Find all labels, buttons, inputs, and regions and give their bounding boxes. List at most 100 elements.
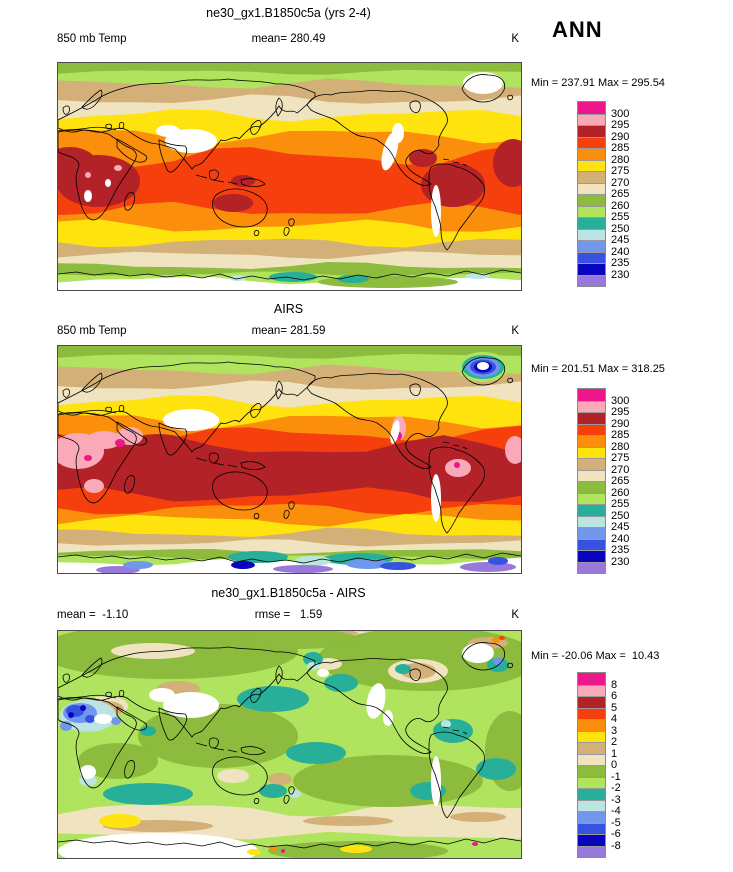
coastline <box>507 94 514 101</box>
colorbar-swatch-orange <box>578 435 605 447</box>
colorbar-tick-label: 2 <box>611 736 618 748</box>
colorbar-swatch-royal-blue <box>578 251 605 263</box>
world-map-contours <box>58 631 521 858</box>
colorbar-tick-label: 1 <box>611 747 618 760</box>
coastline <box>81 89 103 110</box>
coastline <box>208 737 219 749</box>
coastline <box>428 446 485 534</box>
coastline <box>105 121 125 130</box>
coastline <box>253 512 260 520</box>
colorbar-tick-label: 290 <box>611 130 630 143</box>
colorbar-swatch-red-orange <box>578 423 605 435</box>
mean-stat: mean= 281.59 <box>251 325 326 337</box>
world-map-contours <box>58 346 521 573</box>
colorbar-tick-label: 265 <box>611 188 630 200</box>
colorbar-swatch-tan <box>578 171 605 183</box>
colorbar-swatch-cream <box>578 469 605 481</box>
coastline <box>58 409 117 415</box>
colorbar-swatch-cornflower-blue <box>578 527 605 539</box>
colorbar-tick-label: 250 <box>611 222 630 235</box>
coastline <box>507 662 514 669</box>
colorbar-swatch-cream <box>578 753 605 765</box>
coastline <box>442 726 468 735</box>
colorbar-tick-label: 260 <box>611 486 630 499</box>
coastline <box>306 90 448 186</box>
colorbar-tick-label: 240 <box>611 245 630 258</box>
coastline <box>116 421 148 446</box>
colorbar-swatch-pink <box>578 113 605 125</box>
coastline <box>275 665 283 685</box>
coastline <box>62 105 70 115</box>
coastline <box>58 126 117 132</box>
colorbar-tick-label: 275 <box>611 165 630 177</box>
colorbar-swatch-light-green <box>578 776 605 788</box>
colorbar-swatch-red-orange <box>578 136 605 148</box>
colorbar-swatch-dark-red <box>578 696 605 708</box>
coastline <box>442 158 468 167</box>
colorbar-swatch-navy <box>578 263 605 275</box>
colorbar-tick-label: -5 <box>611 816 621 829</box>
colorbar-swatch-pink <box>578 684 605 696</box>
unit-label: K <box>511 33 519 45</box>
unit-label: K <box>511 609 519 621</box>
coastline <box>158 422 188 456</box>
coastline <box>253 229 260 237</box>
coastline <box>283 218 295 236</box>
coastline <box>283 786 295 804</box>
coastline <box>58 694 117 700</box>
rmse-stat: rmse = 1.59 <box>254 609 323 621</box>
coastline <box>275 97 283 117</box>
season-label: ANN <box>552 17 603 42</box>
coastline <box>124 760 136 779</box>
colorbar-tick-label: 295 <box>611 119 630 131</box>
colorbar-swatch-dark-red <box>578 125 605 137</box>
colorbar-tick-label: 4 <box>611 713 618 725</box>
colorbar-tick-label: 0 <box>611 759 618 771</box>
mean-stat: mean= 280.49 <box>251 33 326 45</box>
colorbar-tick-label: 230 <box>611 268 630 281</box>
coastline <box>428 731 485 819</box>
colorbar-swatch-light-green <box>578 205 605 217</box>
colorbar-tick-label: 240 <box>611 532 630 545</box>
colorbar-swatch-purple <box>578 561 605 573</box>
panel-diff-title: ne30_gx1.B1850c5a - AIRS <box>211 586 366 600</box>
colorbar-tick-label: 285 <box>611 429 630 441</box>
coastline <box>275 380 283 400</box>
colorbar-swatch-orange <box>578 148 605 160</box>
minmax-model: Min = 237.91 Max = 295.54 <box>531 77 665 89</box>
coastline <box>81 372 103 393</box>
colorbar-tick-label: -6 <box>611 828 621 840</box>
coastline <box>461 642 506 671</box>
colorbar-diff-labels: 8 6 5 4 3 2 1 0 -1 -2 -3 -4 -5 -6 -8 <box>611 673 651 857</box>
map-obs <box>57 345 522 574</box>
colorbar-tick-label: 3 <box>611 724 618 737</box>
colorbar-swatch-pink <box>578 400 605 412</box>
coastline <box>58 552 521 564</box>
coastline <box>250 403 262 418</box>
coastline <box>208 452 219 464</box>
colorbar-tick-label: 280 <box>611 153 630 166</box>
colorbar-swatch-cream <box>578 182 605 194</box>
coastline <box>81 657 103 678</box>
coastline <box>58 697 137 789</box>
colorbar-obs <box>577 388 606 574</box>
colorbar-swatch-cornflower-blue <box>578 240 605 252</box>
coastline <box>240 461 266 471</box>
coastline <box>124 475 136 494</box>
colorbar-diff <box>577 672 606 858</box>
colorbar-model-labels: 300 295 290 285 280 275 270 265 260 255 250 245 240 2… <box>611 102 651 286</box>
coastline <box>62 388 70 398</box>
world-map-contours <box>58 63 521 290</box>
colorbar-swatch-olive-green <box>578 481 605 493</box>
coastline <box>58 412 137 504</box>
coastline <box>409 668 421 681</box>
coastline <box>58 837 521 849</box>
coastline <box>240 746 266 756</box>
coastline <box>461 357 506 386</box>
colorbar-tick-label: 230 <box>611 555 630 568</box>
coastline <box>195 742 238 753</box>
colorbar-swatch-pale-cyan <box>578 515 605 527</box>
colorbar-swatch-olive-green <box>578 765 605 777</box>
colorbar-tick-label: 260 <box>611 199 630 212</box>
